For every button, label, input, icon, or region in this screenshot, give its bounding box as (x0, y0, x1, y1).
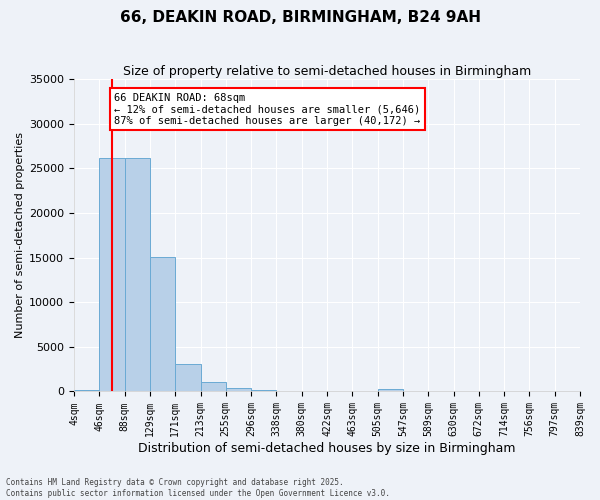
Text: 66 DEAKIN ROAD: 68sqm
← 12% of semi-detached houses are smaller (5,646)
87% of s: 66 DEAKIN ROAD: 68sqm ← 12% of semi-deta… (115, 92, 421, 126)
Bar (74, 390, 100, 392)
Text: Contains HM Land Registry data © Crown copyright and database right 2025.
Contai: Contains HM Land Registry data © Crown c… (6, 478, 390, 498)
Bar (125, 158, 150, 392)
Bar (277, 391, 302, 392)
Bar (226, 388, 251, 392)
Bar (150, 256, 175, 392)
Bar (377, 389, 403, 392)
Bar (175, 364, 200, 392)
Bar (200, 382, 226, 392)
Title: Size of property relative to semi-detached houses in Birmingham: Size of property relative to semi-detach… (123, 65, 531, 78)
Bar (327, 391, 352, 392)
Bar (251, 390, 277, 392)
Y-axis label: Number of semi-detached properties: Number of semi-detached properties (15, 132, 25, 338)
Bar (100, 158, 125, 392)
Text: 66, DEAKIN ROAD, BIRMINGHAM, B24 9AH: 66, DEAKIN ROAD, BIRMINGHAM, B24 9AH (119, 10, 481, 25)
X-axis label: Distribution of semi-detached houses by size in Birmingham: Distribution of semi-detached houses by … (138, 442, 516, 455)
